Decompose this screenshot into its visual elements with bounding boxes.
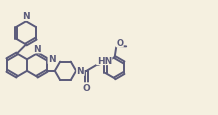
- Text: N: N: [22, 12, 30, 21]
- Text: N: N: [48, 55, 56, 64]
- Text: N: N: [33, 45, 41, 53]
- Text: HN: HN: [97, 56, 112, 65]
- Text: O: O: [116, 39, 123, 47]
- Text: O: O: [83, 83, 90, 92]
- Text: N: N: [77, 67, 84, 76]
